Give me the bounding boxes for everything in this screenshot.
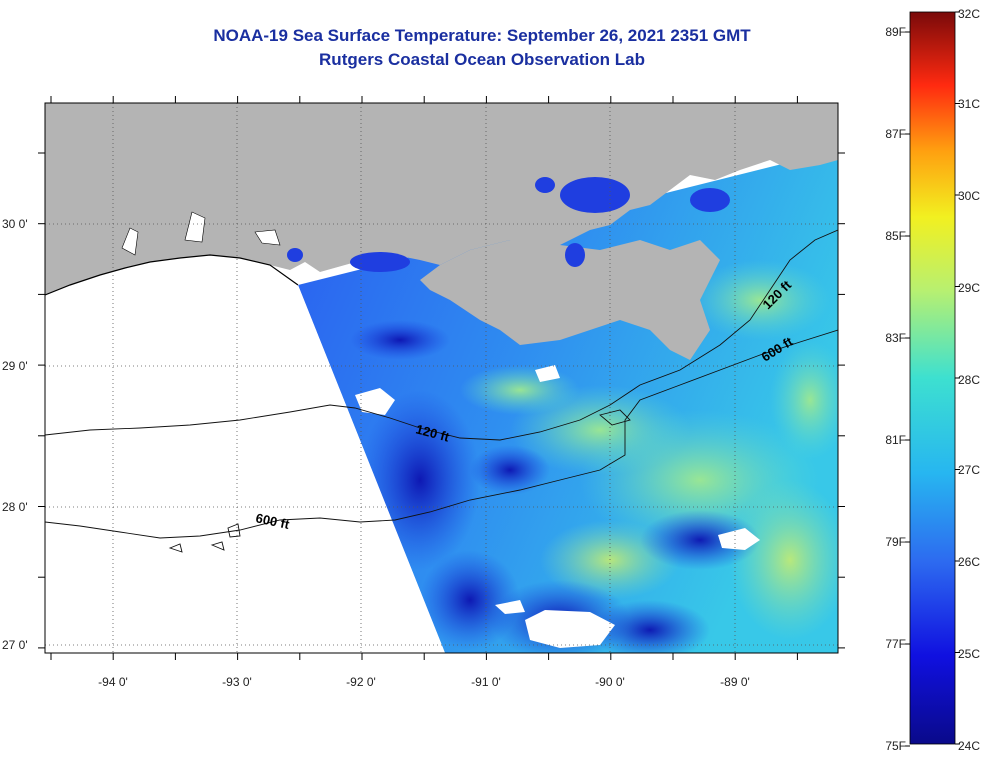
cb-c-24: 24C xyxy=(958,739,980,753)
no-data-region xyxy=(45,255,445,653)
lon-label-94: -94 0' xyxy=(98,675,128,689)
cb-f-79: 79F xyxy=(885,535,906,549)
colorbar-ticks xyxy=(905,11,960,747)
cb-c-31: 31C xyxy=(958,97,980,111)
cb-f-75: 75F xyxy=(885,739,906,753)
colorbar-fahrenheit-labels: 89F 87F 85F 83F 81F 79F 77F 75F xyxy=(885,25,906,753)
colorbar xyxy=(909,11,956,745)
colorbar-celsius-labels: 32C 31C 30C 29C 28C 27C 26C 25C 24C xyxy=(958,7,980,753)
cb-c-30: 30C xyxy=(958,189,980,203)
contour-600ft xyxy=(45,329,838,539)
contour-120ft xyxy=(45,229,838,441)
cb-f-81: 81F xyxy=(885,433,906,447)
cb-f-85: 85F xyxy=(885,229,906,243)
cb-c-29: 29C xyxy=(958,281,980,295)
lat-label-27: 27 0' xyxy=(2,638,28,652)
land-gaps xyxy=(121,211,281,256)
map-subtitle: Rutgers Coastal Ocean Observation Lab xyxy=(319,50,645,69)
lon-label-89: -89 0' xyxy=(720,675,750,689)
coastline xyxy=(45,254,299,296)
lon-label-91: -91 0' xyxy=(471,675,501,689)
lon-label-92: -92 0' xyxy=(346,675,376,689)
cb-c-25: 25C xyxy=(958,647,980,661)
bathymetry-contours xyxy=(45,229,838,553)
land-mass xyxy=(45,103,838,295)
cb-c-28: 28C xyxy=(958,373,980,387)
inland-water xyxy=(287,177,730,272)
graticule xyxy=(45,103,838,653)
map-frame xyxy=(44,102,839,654)
cb-f-89: 89F xyxy=(885,25,906,39)
cb-c-32: 32C xyxy=(958,7,980,21)
cb-c-26: 26C xyxy=(958,555,980,569)
cb-f-77: 77F xyxy=(885,637,906,651)
lat-label-28: 28 0' xyxy=(2,500,28,514)
latitude-labels: 30 0' 29 0' 28 0' 27 0' xyxy=(2,217,28,652)
label-600ft-west: 600 ft xyxy=(254,510,291,532)
axis-ticks xyxy=(38,96,845,660)
map-area xyxy=(45,103,838,653)
lon-label-90: -90 0' xyxy=(595,675,625,689)
delta-land xyxy=(420,240,720,360)
lat-label-29: 29 0' xyxy=(2,359,28,373)
cb-f-83: 83F xyxy=(885,331,906,345)
cloud-gaps xyxy=(355,365,760,648)
lat-label-30: 30 0' xyxy=(2,217,28,231)
longitude-labels: -94 0' -93 0' -92 0' -91 0' -90 0' -89 0… xyxy=(98,675,750,689)
lon-label-93: -93 0' xyxy=(222,675,252,689)
cb-c-27: 27C xyxy=(958,463,980,477)
map-title: NOAA-19 Sea Surface Temperature: Septemb… xyxy=(213,26,751,45)
cb-f-87: 87F xyxy=(885,127,906,141)
